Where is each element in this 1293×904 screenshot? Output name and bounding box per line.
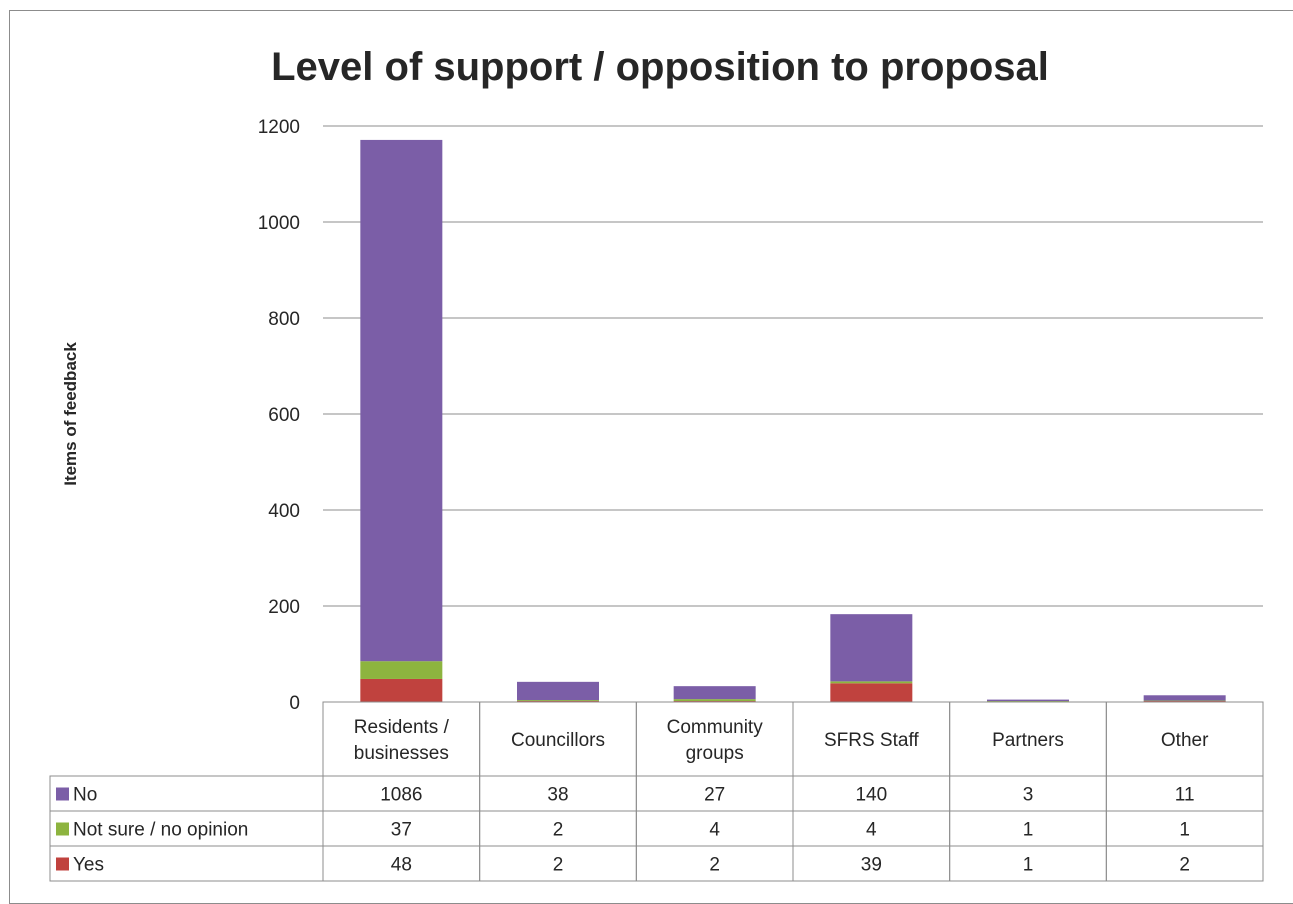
gridlines <box>323 125 1263 607</box>
bar-no-3 <box>830 614 913 682</box>
y-tick-label: 1200 <box>258 117 300 138</box>
y-axis-ticks: 0 200 400 600 800 1000 1200 <box>258 117 300 714</box>
y-axis-label: Items of feedback <box>61 342 80 486</box>
category-label: Partners <box>992 730 1064 751</box>
bar-no-1 <box>517 681 599 701</box>
bars <box>360 139 1226 702</box>
data-value: 1 <box>1023 855 1034 876</box>
y-tick-label: 400 <box>268 501 300 522</box>
y-tick-label: 600 <box>268 405 300 426</box>
category-label: Other <box>1161 730 1209 751</box>
category-label: Residents / <box>354 717 450 738</box>
bar-yes-3 <box>830 683 913 702</box>
data-value: 11 <box>1175 785 1195 806</box>
category-header-cell <box>322 701 481 777</box>
chart-frame <box>9 10 1293 904</box>
value-cell <box>1105 845 1264 882</box>
category-label: Community <box>667 717 764 738</box>
chart-title: Level of support / opposition to proposa… <box>271 45 1049 89</box>
data-value: 1 <box>1179 820 1190 841</box>
legend-swatch <box>56 857 69 871</box>
bar-no-2 <box>673 686 756 700</box>
category-label: SFRS Staff <box>824 730 919 751</box>
series-name: No <box>73 785 97 806</box>
y-tick-label: 0 <box>289 693 300 714</box>
category-label: businesses <box>354 743 449 764</box>
bar-not-sure-no-opinion-3 <box>830 681 913 684</box>
data-value: 2 <box>1179 855 1190 876</box>
bar-no-4 <box>987 699 1069 702</box>
data-value: 2 <box>553 855 564 876</box>
legend-swatch <box>56 787 69 801</box>
bar-not-sure-no-opinion-1 <box>517 700 599 702</box>
category-header-cell <box>635 701 794 777</box>
bar-no-0 <box>360 139 443 662</box>
series-name: Yes <box>73 855 104 876</box>
data-value: 1086 <box>380 785 422 806</box>
category-label: groups <box>686 743 744 764</box>
data-value: 38 <box>547 785 568 806</box>
y-tick-label: 1000 <box>258 213 300 234</box>
data-value: 2 <box>709 855 720 876</box>
bar-no-5 <box>1143 695 1226 701</box>
data-value: 39 <box>861 855 882 876</box>
y-tick-label: 800 <box>268 309 300 330</box>
data-value: 140 <box>855 785 887 806</box>
data-value: 48 <box>391 855 412 876</box>
data-value: 4 <box>709 820 720 841</box>
y-tick-label: 200 <box>268 597 300 618</box>
data-value: 1 <box>1023 820 1034 841</box>
bar-not-sure-no-opinion-2 <box>673 699 756 702</box>
data-value: 27 <box>704 785 725 806</box>
data-value: 4 <box>866 820 877 841</box>
data-table: Residents / businesses Councillors Communit… <box>49 701 1264 882</box>
bar-yes-0 <box>360 678 443 702</box>
data-value: 2 <box>553 820 564 841</box>
data-value: 3 <box>1023 785 1034 806</box>
legend-swatch <box>56 822 69 836</box>
category-label: Councillors <box>511 730 605 751</box>
series-name: Not sure / no opinion <box>73 820 248 841</box>
data-value: 37 <box>391 820 412 841</box>
bar-not-sure-no-opinion-0 <box>360 661 443 679</box>
